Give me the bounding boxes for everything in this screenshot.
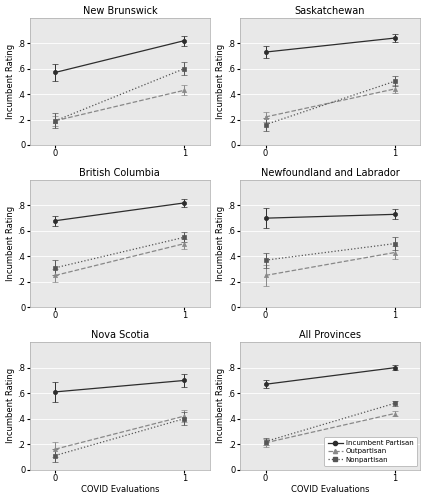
Y-axis label: Incumbent Rating: Incumbent Rating — [216, 368, 225, 444]
Y-axis label: Incumbent Rating: Incumbent Rating — [6, 206, 14, 281]
Title: British Columbia: British Columbia — [80, 168, 160, 178]
Y-axis label: Incumbent Rating: Incumbent Rating — [6, 44, 14, 119]
Title: Saskatchewan: Saskatchewan — [295, 6, 366, 16]
Y-axis label: Incumbent Rating: Incumbent Rating — [216, 44, 225, 119]
Title: Newfoundland and Labrador: Newfoundland and Labrador — [261, 168, 400, 178]
Title: All Provinces: All Provinces — [299, 330, 361, 340]
X-axis label: COVID Evaluations: COVID Evaluations — [81, 486, 159, 494]
X-axis label: COVID Evaluations: COVID Evaluations — [291, 486, 369, 494]
Title: New Brunswick: New Brunswick — [83, 6, 157, 16]
Title: Nova Scotia: Nova Scotia — [91, 330, 149, 340]
Legend: Incumbent Partisan, Outpartisan, Nonpartisan: Incumbent Partisan, Outpartisan, Nonpart… — [324, 437, 417, 466]
Y-axis label: Incumbent Rating: Incumbent Rating — [216, 206, 225, 281]
Y-axis label: Incumbent Rating: Incumbent Rating — [6, 368, 14, 444]
